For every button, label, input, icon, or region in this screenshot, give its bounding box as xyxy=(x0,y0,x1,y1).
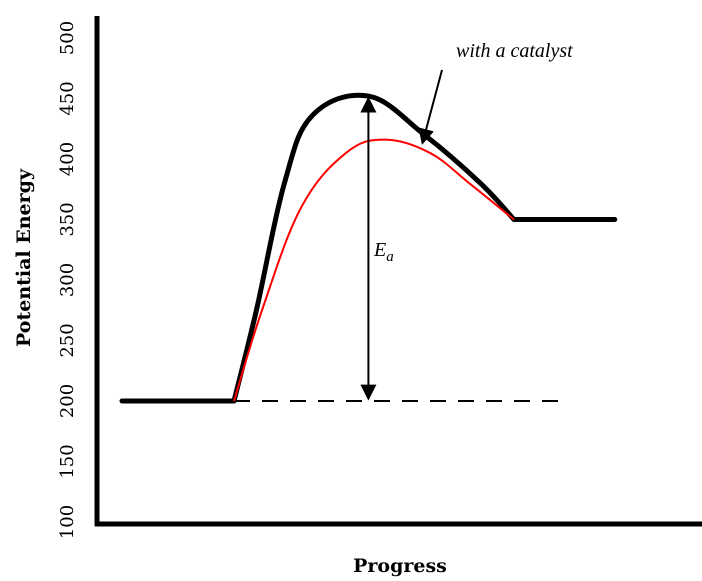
uncatalyzed-energy-curve xyxy=(119,92,618,404)
activation-energy-symbol: E xyxy=(373,239,386,261)
y-tick-label: 300 xyxy=(57,263,78,297)
y-tick-label: 350 xyxy=(57,202,78,236)
y-tick-label: 400 xyxy=(57,142,78,176)
catalyst-annotation-label: with a catalyst xyxy=(456,40,573,62)
y-axis-label: Potential Energy xyxy=(13,168,35,347)
activation-energy-subscript: a xyxy=(386,249,394,265)
activation-energy-label: Ea xyxy=(373,239,394,265)
y-tick-label: 150 xyxy=(57,444,78,478)
y-tick-label: 100 xyxy=(57,505,78,539)
y-tick-labels: 100 150 200 250 300 350 400 450 500 xyxy=(57,21,78,539)
catalyzed-energy-curve xyxy=(233,138,515,402)
y-tick-label: 500 xyxy=(57,21,78,55)
catalyst-annotation-arrow xyxy=(418,69,443,145)
y-tick-label: 250 xyxy=(57,323,78,357)
x-axis-label: Progress xyxy=(353,555,447,577)
y-tick-label: 200 xyxy=(57,384,78,418)
y-tick-label: 450 xyxy=(57,81,78,115)
